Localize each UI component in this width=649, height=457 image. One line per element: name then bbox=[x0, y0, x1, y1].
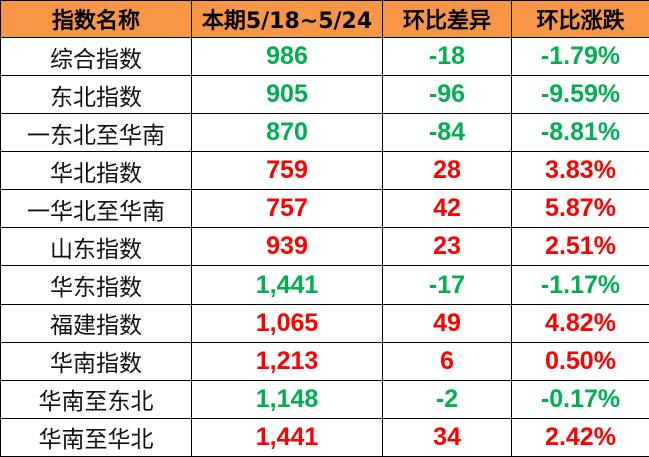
table-row: 综合指数 986 -18 -1.79% bbox=[0, 36, 649, 77]
cell-name: 华南指数 bbox=[0, 341, 192, 381]
header-pct: 环比涨跌 bbox=[511, 0, 649, 38]
cell-pct: -0.17% bbox=[511, 379, 649, 419]
cell-diff: 34 bbox=[382, 417, 512, 457]
cell-diff: -18 bbox=[382, 36, 512, 77]
cell-pct: -8.81% bbox=[511, 113, 649, 153]
header-row: 指数名称 本期5/18~5/24 环比差异 环比涨跌 bbox=[0, 0, 649, 38]
table-row: 华南至东北 1,148 -2 -0.17% bbox=[0, 379, 649, 419]
cell-pct: 5.87% bbox=[511, 189, 649, 229]
cell-diff: -84 bbox=[382, 113, 512, 153]
cell-name: 一东北至华南 bbox=[0, 113, 192, 153]
cell-diff: -17 bbox=[382, 265, 512, 305]
cell-value: 1,065 bbox=[191, 303, 383, 343]
cell-diff: 49 bbox=[382, 303, 512, 343]
header-value: 本期5/18~5/24 bbox=[191, 0, 383, 38]
cell-name: 山东指数 bbox=[0, 227, 192, 267]
cell-diff: -2 bbox=[382, 379, 512, 419]
cell-diff: -96 bbox=[382, 75, 512, 115]
table-row: 一华北至华南 757 42 5.87% bbox=[0, 189, 649, 229]
cell-value: 870 bbox=[191, 113, 383, 153]
table-row: 山东指数 939 23 2.51% bbox=[0, 227, 649, 267]
cell-value: 905 bbox=[191, 75, 383, 115]
cell-name: 综合指数 bbox=[0, 36, 192, 77]
cell-pct: -9.59% bbox=[511, 75, 649, 115]
cell-pct: 0.50% bbox=[511, 341, 649, 381]
cell-value: 939 bbox=[191, 227, 383, 267]
cell-pct: -1.17% bbox=[511, 265, 649, 305]
cell-name: 华北指数 bbox=[0, 151, 192, 191]
table-row: 华南至华北 1,441 34 2.42% bbox=[0, 417, 649, 457]
cell-name: 福建指数 bbox=[0, 303, 192, 343]
table-row: 一东北至华南 870 -84 -8.81% bbox=[0, 113, 649, 153]
cell-name: 华南至东北 bbox=[0, 379, 192, 419]
cell-name: 华南至华北 bbox=[0, 417, 192, 457]
header-name: 指数名称 bbox=[0, 0, 192, 38]
cell-pct: 2.51% bbox=[511, 227, 649, 267]
cell-pct: 4.82% bbox=[511, 303, 649, 343]
cell-pct: 2.42% bbox=[511, 417, 649, 457]
cell-name: 一华北至华南 bbox=[0, 189, 192, 229]
cell-value: 1,441 bbox=[191, 417, 383, 457]
table-row: 东北指数 905 -96 -9.59% bbox=[0, 75, 649, 115]
cell-value: 986 bbox=[191, 36, 383, 77]
cell-pct: -1.79% bbox=[511, 36, 649, 77]
cell-diff: 6 bbox=[382, 341, 512, 381]
cell-diff: 42 bbox=[382, 189, 512, 229]
cell-name: 华东指数 bbox=[0, 265, 192, 305]
cell-pct: 3.83% bbox=[511, 151, 649, 191]
cell-value: 759 bbox=[191, 151, 383, 191]
cell-value: 1,148 bbox=[191, 379, 383, 419]
cell-value: 1,213 bbox=[191, 341, 383, 381]
cell-name: 东北指数 bbox=[0, 75, 192, 115]
cell-value: 757 bbox=[191, 189, 383, 229]
cell-diff: 23 bbox=[382, 227, 512, 267]
header-diff: 环比差异 bbox=[382, 0, 512, 38]
cell-value: 1,441 bbox=[191, 265, 383, 305]
cell-diff: 28 bbox=[382, 151, 512, 191]
table-row: 华东指数 1,441 -17 -1.17% bbox=[0, 265, 649, 305]
table-row: 华北指数 759 28 3.83% bbox=[0, 151, 649, 191]
table-row: 华南指数 1,213 6 0.50% bbox=[0, 341, 649, 381]
table-row: 福建指数 1,065 49 4.82% bbox=[0, 303, 649, 343]
